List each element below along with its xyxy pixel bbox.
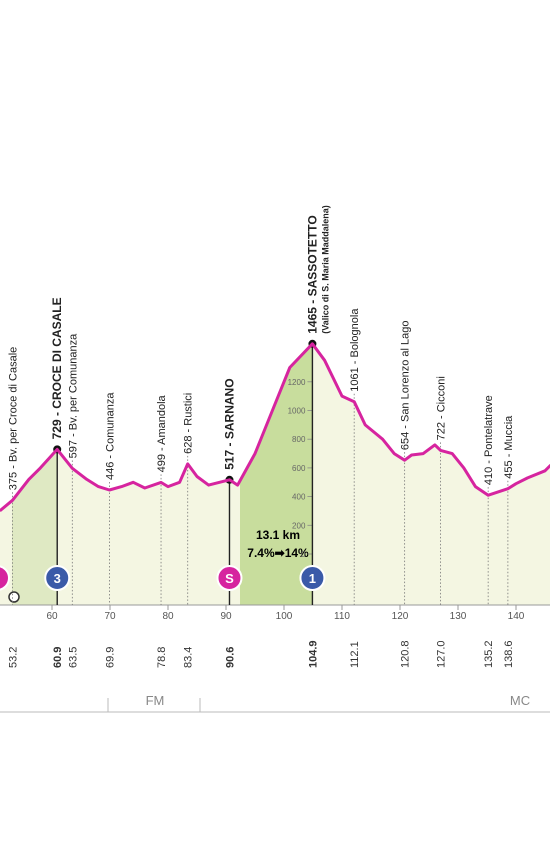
climb-gradient: 7.4%➡14% <box>247 546 309 560</box>
waypoint-label: 517 - SARNANO <box>222 378 236 469</box>
km-tick-label: 90 <box>220 611 232 622</box>
camera-icon <box>8 591 20 603</box>
region-label: FM <box>146 693 165 708</box>
waypoint-label: 1061 - Bolognola <box>349 308 361 392</box>
waypoint-note: (Valico di S. Maria Maddalena) <box>320 205 330 334</box>
waypoint-km: 53.2 <box>8 647 20 668</box>
waypoint-label: 410 - Pontelatrave <box>483 395 495 485</box>
profile-line <box>0 342 550 513</box>
km-tick-label: 140 <box>508 611 525 622</box>
km-tick-label: 80 <box>162 611 174 622</box>
km-tick-label: 70 <box>104 611 116 622</box>
km-tick-label: 130 <box>450 611 467 622</box>
waypoint-km: 127.0 <box>436 640 448 668</box>
waypoint-km: 60.9 <box>52 647 64 668</box>
altitude-tick-label: 1200 <box>288 378 306 387</box>
waypoint-km: 83.4 <box>183 647 195 668</box>
km-tick-label: 100 <box>276 611 293 622</box>
km-tick-label: 60 <box>46 611 58 622</box>
waypoint-km: 63.5 <box>67 647 79 668</box>
waypoint-label: 729 - CROCE DI CASALE <box>50 297 64 439</box>
altitude-tick-label: 0 <box>301 550 306 559</box>
waypoint-km: 78.8 <box>156 647 168 668</box>
waypoint-label: 628 - Rustici <box>183 393 195 454</box>
waypoint-label: 499 - Amandola <box>156 394 168 472</box>
km-tick-label: 110 <box>334 611 350 622</box>
waypoint-km: 69.9 <box>104 647 116 668</box>
altitude-tick-label: 800 <box>292 435 306 444</box>
waypoint-km: 138.6 <box>503 640 515 668</box>
waypoint-label: 375 - Bv. per Croce di Casale <box>8 347 20 490</box>
waypoint-km: 104.9 <box>307 640 319 668</box>
waypoint-label: 722 - Cicconi <box>436 376 448 440</box>
climb-icon-label: 1 <box>309 571 316 586</box>
waypoint-km: 135.2 <box>483 640 495 668</box>
sprint-icon <box>0 565 10 591</box>
climb-icon <box>216 565 243 591</box>
waypoint-km: 120.8 <box>400 640 412 668</box>
altitude-tick-label: 1000 <box>288 407 306 416</box>
region-label: MC <box>510 693 530 708</box>
altitude-tick-label: 400 <box>292 493 306 502</box>
waypoint-km: 112.1 <box>349 641 361 668</box>
climb-icon-label: 3 <box>54 571 61 586</box>
climb-icon-label: S <box>225 571 234 586</box>
climb-length: 13.1 km <box>256 528 300 542</box>
climb-icon <box>299 565 326 591</box>
waypoint-km: 90.6 <box>224 647 236 668</box>
waypoint-label: 446 - Comunanza <box>104 392 116 480</box>
waypoint-label: 1465 - SASSOTETTO <box>305 215 319 333</box>
waypoint-label: 654 - San Lorenzo al Lago <box>400 320 412 450</box>
climb-icon <box>44 565 71 591</box>
altitude-tick-label: 200 <box>292 521 306 530</box>
km-tick-label: 120 <box>392 611 409 622</box>
waypoint-label: 455 - Muccia <box>503 415 515 479</box>
altitude-tick-label: 600 <box>292 464 306 473</box>
waypoint-label: 597 - Bv. per Comunanza <box>67 333 79 458</box>
